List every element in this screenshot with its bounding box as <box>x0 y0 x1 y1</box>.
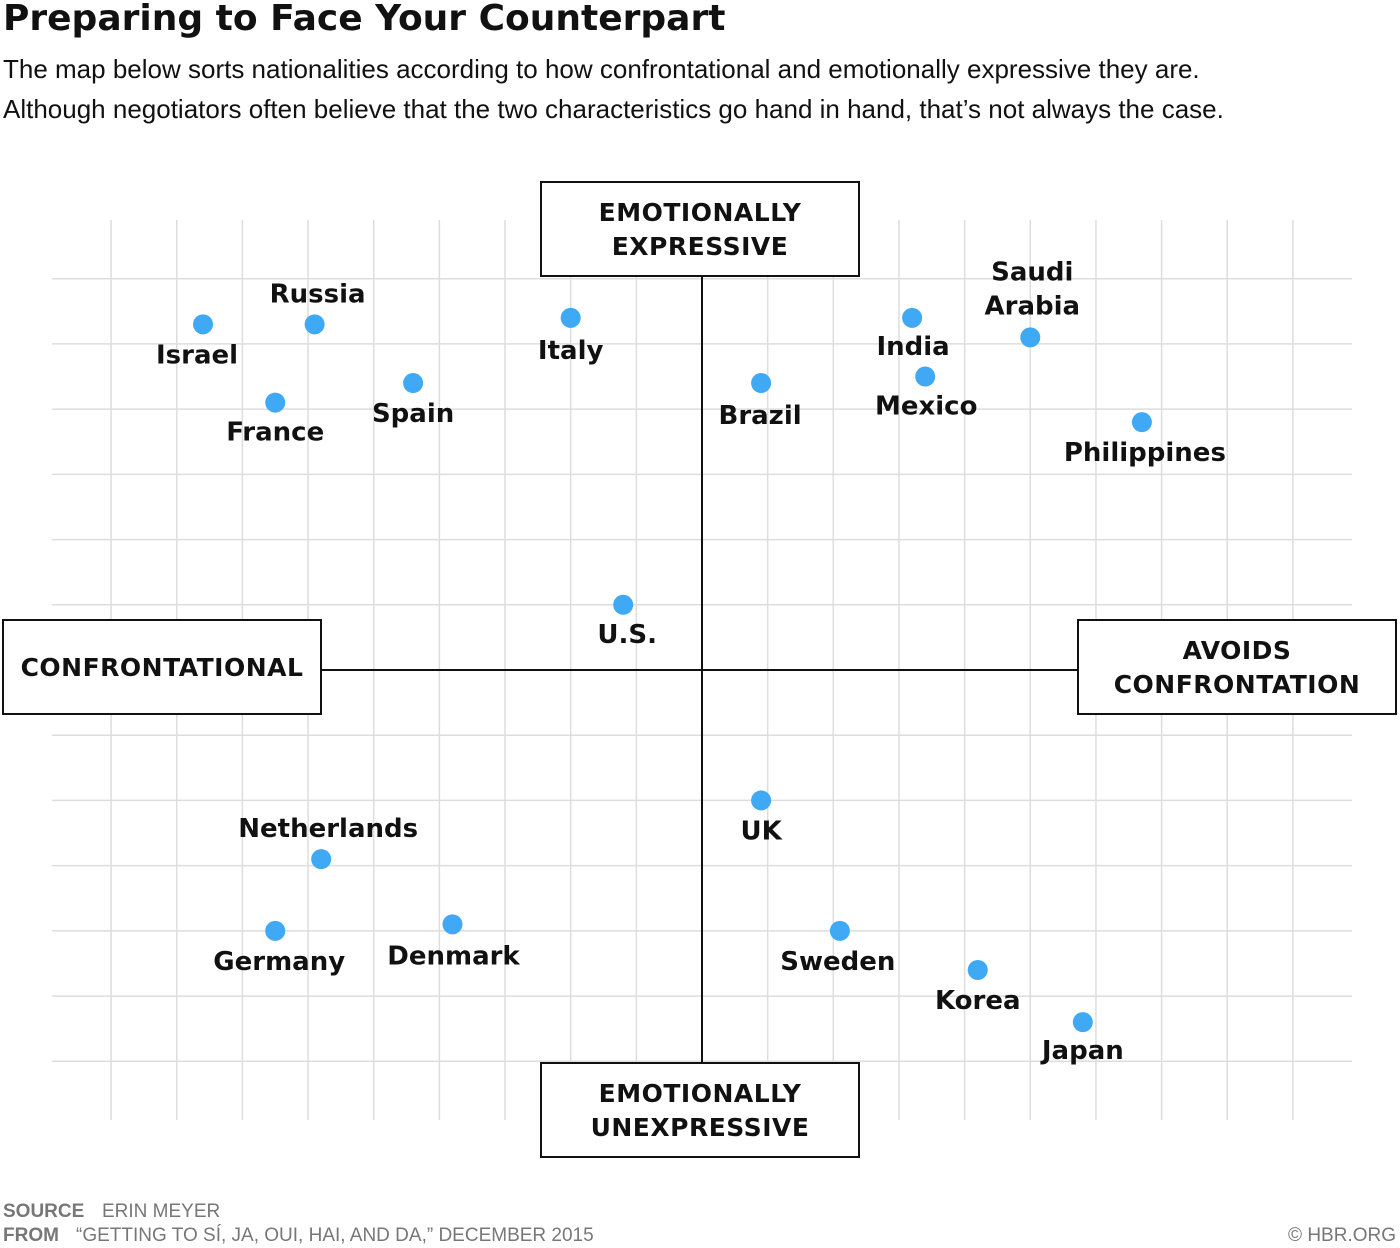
point <box>265 920 286 941</box>
point <box>193 314 214 335</box>
point-label: Japan <box>1040 1036 1124 1066</box>
axis-label: CONFRONTATIONAL <box>21 653 304 682</box>
axis-label-box <box>540 1062 860 1158</box>
point <box>751 373 772 394</box>
from-label: FROM <box>3 1225 59 1246</box>
from: “GETTING TO SÍ, JA, OUI, HAI, AND DA,” D… <box>76 1225 594 1246</box>
source-label: SOURCE <box>3 1201 84 1222</box>
point-label: Russia <box>270 279 366 309</box>
point <box>304 314 325 335</box>
axis-label-box <box>540 181 860 277</box>
subtitle: Although negotiators often believe that … <box>3 94 1224 124</box>
source: ERIN MEYER <box>102 1201 220 1222</box>
point-label: Brazil <box>719 401 802 431</box>
point-label: U.S. <box>597 619 657 649</box>
point-label: Israel <box>156 340 238 370</box>
point <box>915 366 936 387</box>
point <box>751 790 772 811</box>
point <box>1131 412 1152 433</box>
point <box>265 392 286 413</box>
axis-label: EMOTIONALLY UNEXPRESSIVE <box>591 1079 810 1142</box>
point <box>560 307 581 328</box>
subtitle: The map below sorts nationalities accord… <box>3 54 1200 84</box>
point-label: France <box>226 417 324 447</box>
point <box>1020 327 1041 348</box>
axis-label: EMOTIONALLY EXPRESSIVE <box>599 198 802 261</box>
point-label: Germany <box>213 946 345 976</box>
point <box>1072 1012 1093 1033</box>
axis-label-box <box>2 619 322 715</box>
point-label: Italy <box>538 335 604 365</box>
point-label: UK <box>740 816 782 846</box>
credit: © HBR.ORG <box>1288 1225 1396 1246</box>
point <box>311 849 332 870</box>
point-label: India <box>876 331 949 361</box>
point <box>902 307 923 328</box>
point <box>967 960 988 980</box>
point-label: Saudi Arabia <box>985 257 1081 321</box>
point-label: Netherlands <box>238 814 418 844</box>
point-label: Korea <box>935 986 1021 1016</box>
point-label: Sweden <box>780 946 895 976</box>
axis-label-box <box>1077 619 1397 715</box>
point-label: Spain <box>372 399 454 429</box>
point-label: Denmark <box>387 941 520 971</box>
point <box>613 594 634 615</box>
point <box>403 373 424 394</box>
point <box>829 920 850 941</box>
point-label: Mexico <box>875 391 977 421</box>
chart-title: Preparing to Face Your Counterpart <box>3 0 725 39</box>
axis-label: AVOIDS CONFRONTATION <box>1114 636 1361 699</box>
point-label: Philippines <box>1064 438 1226 468</box>
point <box>442 914 463 935</box>
